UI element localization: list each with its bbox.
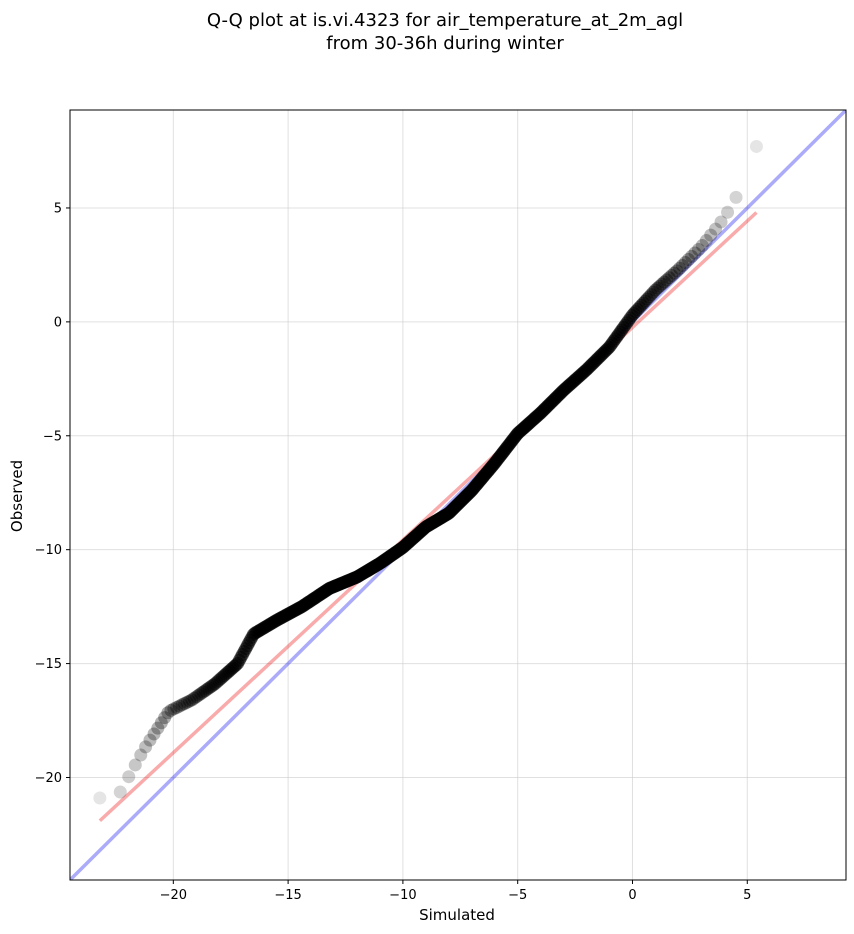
data-point (648, 283, 662, 297)
data-point (692, 243, 706, 257)
data-point (631, 302, 645, 316)
data-point (204, 680, 218, 694)
x-tick-label: 5 (743, 888, 751, 903)
data-point (670, 264, 684, 278)
data-point (151, 721, 165, 735)
y-tick-label: 5 (54, 201, 62, 216)
data-point (154, 716, 168, 730)
data-point (681, 253, 695, 267)
data-point (651, 281, 665, 295)
data-point (729, 190, 743, 204)
data-point (170, 700, 184, 714)
data-points (93, 139, 763, 805)
data-point (636, 296, 650, 310)
y-axis-label: Observed (8, 460, 26, 532)
data-point (139, 740, 153, 754)
data-point (143, 733, 157, 747)
y-tick-label: −20 (35, 771, 62, 786)
data-point (202, 681, 216, 695)
data-point (113, 785, 127, 799)
chart-title-line-2: from 30-36h during winter (326, 33, 564, 54)
data-point (200, 682, 214, 696)
gridlines (70, 110, 846, 880)
data-point (172, 699, 186, 713)
data-point (134, 748, 148, 762)
x-tick-label: −20 (160, 888, 187, 903)
data-point (632, 300, 646, 314)
data-point (646, 285, 660, 299)
data-point (709, 222, 723, 236)
data-point (721, 205, 735, 219)
data-point (164, 703, 178, 717)
data-point (655, 277, 669, 291)
data-point (665, 268, 679, 282)
x-tick-label: 0 (628, 888, 636, 903)
data-point (695, 239, 709, 253)
data-point (187, 691, 201, 705)
data-point (714, 215, 728, 229)
x-axis-label: Simulated (419, 906, 495, 924)
x-tick-label: −10 (389, 888, 416, 903)
x-tick-label: −5 (508, 888, 527, 903)
plot-frame (69, 109, 847, 881)
data-point (667, 266, 681, 280)
data-point (175, 698, 189, 712)
chart-title-line-1: Q-Q plot at is.vi.4323 for air_temperatu… (207, 10, 683, 31)
data-point (128, 758, 142, 772)
data-point (749, 139, 763, 153)
data-point (704, 228, 718, 242)
data-point (122, 770, 136, 784)
data-point (196, 685, 210, 699)
y-axis: 5 0 −5 −10 −15 −20 (35, 201, 70, 786)
y-tick-label: −10 (35, 543, 62, 558)
data-point (640, 292, 654, 306)
data-point (167, 702, 181, 716)
data-point (158, 711, 172, 725)
y-tick-label: −5 (43, 429, 62, 444)
data-point (185, 693, 199, 707)
data-point (678, 256, 692, 270)
data-point (657, 275, 671, 289)
data-point (685, 249, 699, 263)
data-point (642, 290, 656, 304)
data-point (644, 288, 658, 302)
y-tick-label: −15 (35, 657, 62, 672)
data-point (675, 258, 689, 272)
data-point (660, 273, 674, 287)
y-tick-label: 0 (54, 315, 62, 330)
data-point (638, 294, 652, 308)
data-point (189, 690, 203, 704)
data-point (178, 697, 192, 711)
data-point (662, 271, 676, 285)
data-point (192, 688, 206, 702)
x-tick-label: −15 (274, 888, 301, 903)
data-point (198, 684, 212, 698)
data-point (688, 246, 702, 260)
data-point (93, 791, 107, 805)
data-point (634, 298, 648, 312)
data-point (161, 706, 175, 720)
data-point (629, 305, 643, 319)
x-axis: −20 −15 −10 −5 0 5 (160, 880, 751, 903)
data-point (653, 279, 667, 293)
data-point (673, 261, 687, 275)
fit-line (98, 211, 758, 823)
data-point (147, 727, 161, 741)
data-point (194, 687, 208, 701)
data-point (180, 695, 194, 709)
data-point (183, 694, 197, 708)
data-point (699, 234, 713, 248)
